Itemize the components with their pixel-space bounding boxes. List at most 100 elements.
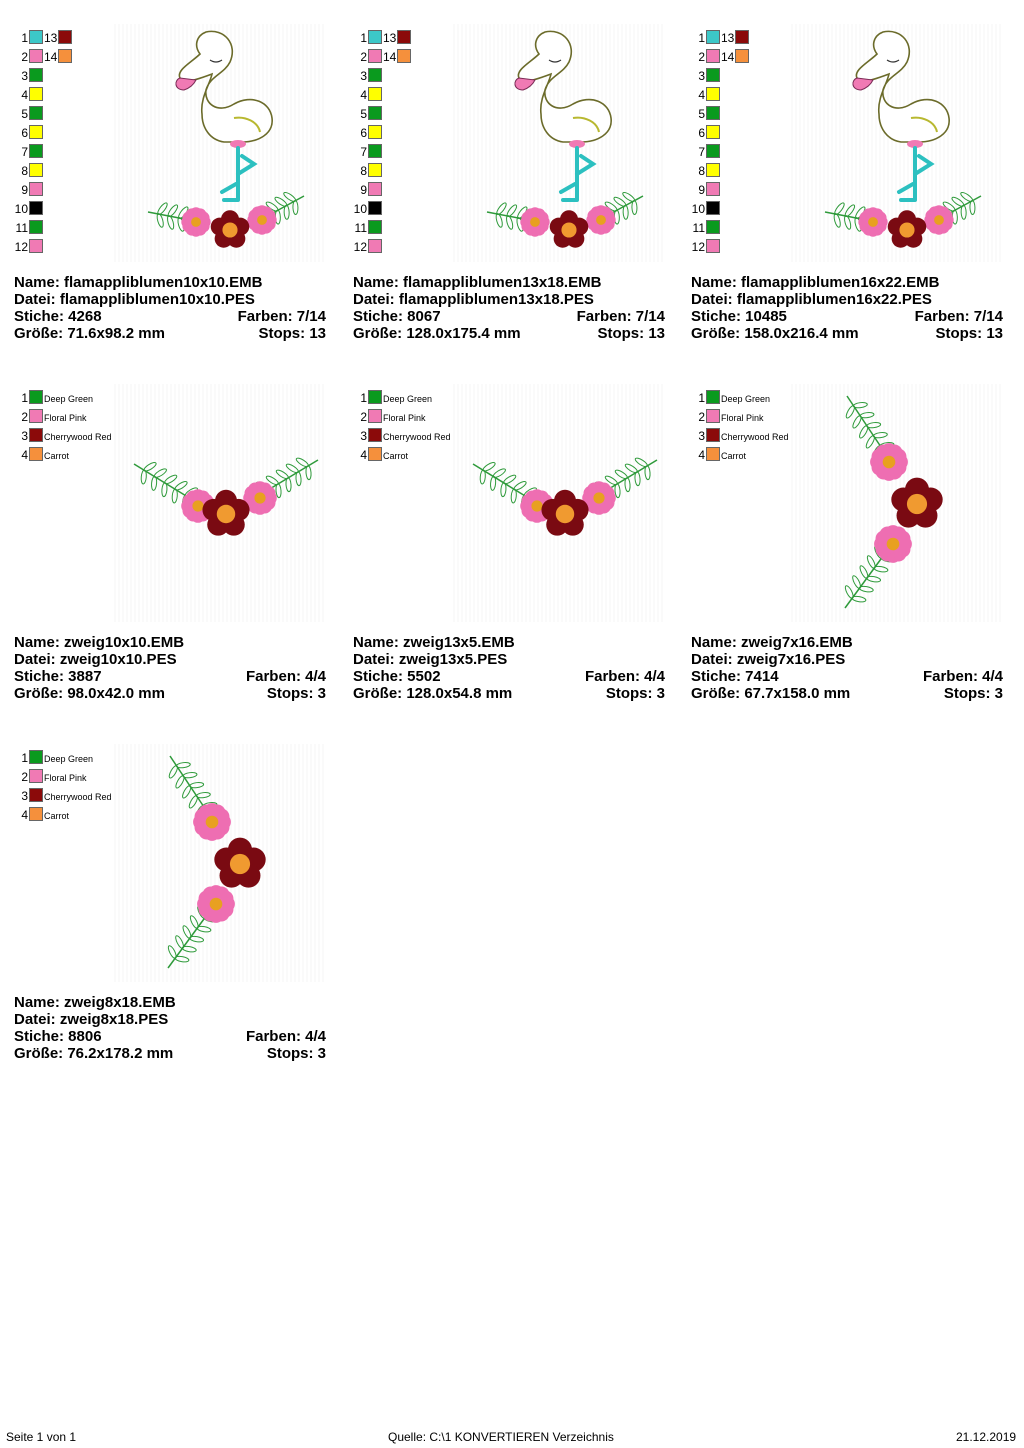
- color-swatch: [29, 163, 43, 177]
- color-swatch: [368, 49, 382, 63]
- design-preview: [453, 384, 665, 622]
- design-card: 1 Deep Green 2 Floral Pink 3 Cherrywood …: [14, 744, 326, 1090]
- color-swatch: [29, 447, 43, 461]
- color-swatch: [706, 239, 720, 253]
- color-swatch: [29, 87, 43, 101]
- palette-number: 12: [14, 240, 28, 254]
- stitches-row: Stiche: 7414 Farben: 4/4: [691, 668, 1003, 685]
- color-swatch: [368, 220, 382, 234]
- color-swatch: [29, 201, 43, 215]
- palette-number: 2: [360, 410, 367, 424]
- palette-number: 7: [21, 145, 28, 159]
- color-swatch: [29, 769, 43, 783]
- color-swatch: [29, 182, 43, 196]
- palette-number: 4: [21, 448, 28, 462]
- design-size: Größe: 128.0x175.4 mm: [353, 325, 521, 342]
- color-name: Cherrywood Red: [383, 432, 451, 442]
- color-name: Deep Green: [383, 394, 433, 404]
- color-name: Carrot: [721, 451, 747, 461]
- size-row: Größe: 158.0x216.4 mm Stops: 13: [691, 325, 1003, 342]
- design-stops: Stops: 13: [597, 325, 665, 342]
- design-stitches: Stiche: 8067: [353, 308, 441, 325]
- color-swatch: [29, 428, 43, 442]
- design-card: 1 2 3 4 5 6 7 8: [14, 24, 326, 370]
- stitches-row: Stiche: 8067 Farben: 7/14: [353, 308, 665, 325]
- color-swatch: [29, 239, 43, 253]
- design-name: Name: flamappliblumen13x18.EMB: [353, 274, 602, 291]
- color-name: Floral Pink: [44, 773, 87, 783]
- color-swatch: [397, 49, 411, 63]
- color-swatch: [706, 125, 720, 139]
- palette-number: 1: [698, 391, 705, 405]
- palette-number: 14: [383, 50, 397, 64]
- color-name: Floral Pink: [44, 413, 87, 423]
- palette-number: 13: [721, 31, 735, 45]
- design-colors: Farben: 4/4: [922, 668, 1003, 685]
- stitches-row: Stiche: 4268 Farben: 7/14: [14, 308, 326, 325]
- color-swatch: [368, 68, 382, 82]
- color-name: Cherrywood Red: [44, 792, 112, 802]
- design-card: 1 Deep Green 2 Floral Pink 3 Cherrywood …: [353, 384, 665, 730]
- palette-number: 3: [21, 69, 28, 83]
- design-info: Name: flamappliblumen16x22.EMB Datei: fl…: [691, 274, 1003, 342]
- design-preview: [114, 24, 326, 262]
- palette-number: 3: [360, 429, 367, 443]
- design-size: Größe: 67.7x158.0 mm: [691, 685, 851, 702]
- color-swatch: [29, 807, 43, 821]
- palette-number: 5: [360, 107, 367, 121]
- stitches-row: Stiche: 5502 Farben: 4/4: [353, 668, 665, 685]
- color-swatch: [706, 144, 720, 158]
- design-info: Name: zweig10x10.EMB Datei: zweig10x10.P…: [14, 634, 326, 702]
- design-name: Name: zweig13x5.EMB: [353, 634, 515, 651]
- palette-number: 12: [353, 240, 367, 254]
- color-swatch: [368, 201, 382, 215]
- footer-page: Seite 1 von 1: [6, 1430, 77, 1444]
- palette-number: 3: [698, 429, 705, 443]
- design-info: Name: zweig8x18.EMB Datei: zweig8x18.PES…: [14, 994, 326, 1062]
- color-name: Cherrywood Red: [44, 432, 112, 442]
- design-stitches: Stiche: 5502: [353, 668, 441, 685]
- color-swatch: [29, 68, 43, 82]
- color-swatch: [368, 163, 382, 177]
- color-swatch: [29, 30, 43, 44]
- size-row: Größe: 76.2x178.2 mm Stops: 3: [14, 1045, 326, 1062]
- design-stitches: Stiche: 8806: [14, 1028, 102, 1045]
- design-name: Name: flamappliblumen10x10.EMB: [14, 274, 263, 291]
- color-name: Carrot: [383, 451, 409, 461]
- design-stops: Stops: 3: [266, 1045, 326, 1062]
- design-size: Größe: 76.2x178.2 mm: [14, 1045, 174, 1062]
- palette-number: 5: [21, 107, 28, 121]
- design-stops: Stops: 3: [943, 685, 1003, 702]
- palette-number: 9: [698, 183, 705, 197]
- design-file: Datei: zweig8x18.PES: [14, 1011, 169, 1028]
- color-swatch: [706, 182, 720, 196]
- design-stops: Stops: 3: [266, 685, 326, 702]
- design-file: Datei: flamappliblumen16x22.PES: [691, 291, 932, 308]
- color-name: Deep Green: [721, 394, 771, 404]
- design-name: Name: zweig8x18.EMB: [14, 994, 176, 1011]
- color-swatch: [706, 409, 720, 423]
- palette-number: 3: [698, 69, 705, 83]
- color-swatch: [706, 87, 720, 101]
- color-swatch: [706, 428, 720, 442]
- design-stops: Stops: 13: [258, 325, 326, 342]
- design-file: Datei: flamappliblumen10x10.PES: [14, 291, 255, 308]
- color-swatch: [368, 409, 382, 423]
- palette-number: 3: [360, 69, 367, 83]
- footer-source: Quelle: C:\1 KONVERTIEREN Verzeichnis: [388, 1430, 614, 1444]
- color-swatch: [368, 428, 382, 442]
- color-swatch: [29, 144, 43, 158]
- design-size: Größe: 98.0x42.0 mm: [14, 685, 165, 702]
- color-swatch: [368, 30, 382, 44]
- palette-number: 1: [21, 391, 28, 405]
- palette-number: 1: [21, 31, 28, 45]
- palette-number: 4: [21, 808, 28, 822]
- palette-number: 1: [360, 31, 367, 45]
- palette-number: 4: [698, 448, 705, 462]
- color-swatch: [706, 220, 720, 234]
- design-colors: Farben: 7/14: [576, 308, 665, 325]
- palette-number: 10: [14, 202, 28, 216]
- color-swatch: [706, 30, 720, 44]
- design-file: Datei: zweig13x5.PES: [353, 651, 508, 668]
- size-row: Größe: 128.0x175.4 mm Stops: 13: [353, 325, 665, 342]
